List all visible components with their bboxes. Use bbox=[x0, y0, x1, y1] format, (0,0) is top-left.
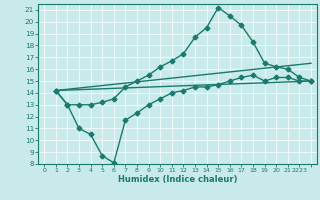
X-axis label: Humidex (Indice chaleur): Humidex (Indice chaleur) bbox=[118, 175, 237, 184]
